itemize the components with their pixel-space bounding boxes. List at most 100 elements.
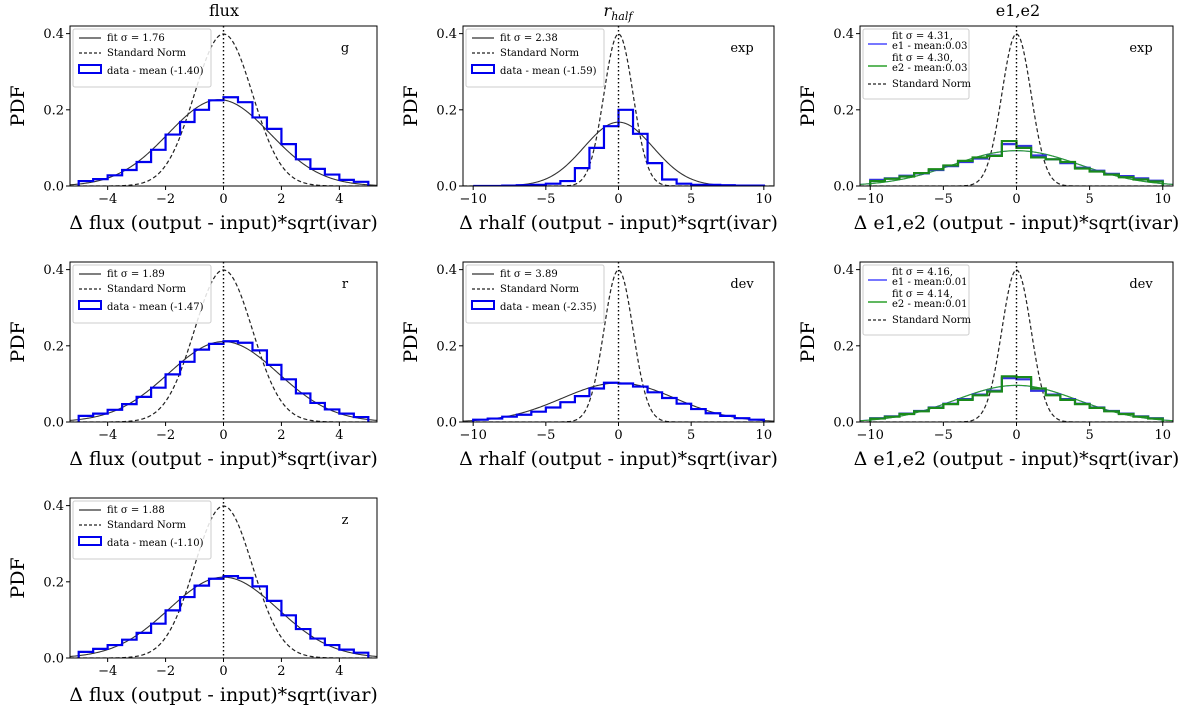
- x-tick-label: 10: [1154, 192, 1171, 207]
- y-tick-label: 0.0: [833, 416, 854, 431]
- legend-box: [862, 264, 970, 336]
- column-title-rhalf: rhalf: [604, 1, 635, 23]
- x-tick-label: 5: [687, 192, 695, 207]
- x-axis-label: Δ rhalf (output - input)*sqrt(ivar): [459, 212, 778, 234]
- x-tick-label: −10: [857, 428, 884, 443]
- x-tick-label: 5: [1085, 428, 1093, 443]
- y-axis-label: PDF: [797, 321, 819, 362]
- histogram-series-1: [869, 139, 1164, 186]
- y-tick-label: 0.2: [43, 575, 64, 590]
- y-tick-label: 0.0: [43, 180, 64, 195]
- x-tick-label: 0: [614, 192, 622, 207]
- x-tick-label: 5: [1085, 192, 1093, 207]
- y-tick-label: 0.0: [436, 180, 457, 195]
- panel-tag: exp: [1129, 41, 1152, 56]
- y-tick-label: 0.0: [833, 180, 854, 195]
- y-tick-label: 0.2: [833, 339, 854, 354]
- x-tick-label: −5: [934, 192, 953, 207]
- y-tick-label: 0.4: [43, 27, 64, 42]
- plot-area: [860, 26, 1173, 186]
- x-tick-label: −10: [459, 428, 486, 443]
- x-tick-label: 4: [335, 664, 343, 679]
- legend-entry-4: Standard Norm: [892, 79, 972, 90]
- legend-box: [862, 28, 970, 100]
- column-title-rhalf-main: r: [604, 1, 613, 20]
- x-axis-label: Δ flux (output - input)*sqrt(ivar): [69, 448, 378, 470]
- legend-data-swatch: [471, 300, 495, 310]
- panel-5: −10 −5 0 5 10 0.0 0.2 0.4 Δ e1,e2 (output - inpu…: [797, 261, 1179, 470]
- y-tick-label: 0.4: [43, 499, 64, 514]
- legend-box: [72, 28, 212, 88]
- x-tick-label: 10: [756, 428, 773, 443]
- x-tick-label: −5: [934, 428, 953, 443]
- x-tick-label: −5: [536, 428, 555, 443]
- x-tick-label: 2: [277, 428, 285, 443]
- legend-data-swatch: [78, 64, 102, 74]
- legend-entry-0: fit σ = 1.89: [107, 269, 165, 280]
- legend-entry-1: Standard Norm: [107, 284, 187, 295]
- legend-box: [465, 28, 605, 88]
- legend-box: [72, 500, 212, 560]
- legend-entry-1: Standard Norm: [107, 48, 187, 59]
- legend-data-swatch: [78, 300, 102, 310]
- legend-entry-0: fit σ = 4.16,: [892, 267, 953, 278]
- y-axis-label: PDF: [7, 85, 29, 126]
- y-axis-label: PDF: [7, 321, 29, 362]
- x-tick-label: −4: [98, 664, 117, 679]
- legend-data-swatch: [78, 536, 102, 546]
- y-tick-label: 0.0: [436, 416, 457, 431]
- plot-area: [463, 262, 774, 422]
- y-axis-label: PDF: [400, 85, 422, 126]
- legend-entry-4: Standard Norm: [892, 315, 972, 326]
- y-tick-label: 0.2: [436, 103, 457, 118]
- x-tick-label: 4: [335, 192, 343, 207]
- legend-entry-1: e1 - mean:0.03: [892, 41, 967, 52]
- legend-entry-2: data - mean (-1.59): [500, 66, 597, 77]
- x-tick-label: 10: [756, 192, 773, 207]
- legend-entry-1: Standard Norm: [107, 520, 187, 531]
- x-tick-label: −2: [156, 664, 175, 679]
- histogram-series-0: [77, 340, 370, 422]
- legend-entry-1: Standard Norm: [500, 284, 580, 295]
- y-tick-label: 0.2: [43, 339, 64, 354]
- legend-entry-0: fit σ = 2.38: [500, 33, 558, 44]
- legend: fit σ = 1.76 Standard Norm data - mean (-1…: [72, 28, 212, 88]
- legend-data-swatch: [471, 64, 495, 74]
- x-tick-label: 0: [219, 428, 227, 443]
- legend-box: [72, 264, 212, 324]
- y-tick-label: 0.4: [833, 27, 854, 42]
- plot-area: [860, 262, 1173, 422]
- legend-entry-2: data - mean (-1.47): [107, 302, 204, 313]
- legend-entry-2: fit σ = 4.14,: [892, 289, 953, 300]
- y-tick-label: 0.2: [43, 103, 64, 118]
- x-tick-label: −10: [857, 192, 884, 207]
- y-tick-label: 0.2: [833, 103, 854, 118]
- column-title-flux: flux: [209, 1, 239, 20]
- y-tick-label: 0.0: [43, 652, 64, 667]
- plot-area: [463, 26, 774, 186]
- panel-tag: r: [342, 277, 349, 292]
- legend-entry-0: fit σ = 1.76: [107, 33, 165, 44]
- x-tick-label: 0: [1012, 192, 1020, 207]
- x-tick-label: 5: [687, 428, 695, 443]
- panel-4: −10 −5 0 5 10 0.0 0.2 0.4 Δ rhalf (output - inpu…: [400, 261, 778, 470]
- x-tick-label: −2: [156, 428, 175, 443]
- y-tick-label: 0.4: [436, 27, 457, 42]
- legend: fit σ = 3.89 Standard Norm data - mean (-2…: [465, 264, 605, 324]
- y-tick-label: 0.4: [833, 263, 854, 278]
- panel-3: −4 −2 0 2 4 0.0 0.2 0.4 Δ flux (output - input)*…: [7, 261, 378, 470]
- legend-entry-0: fit σ = 3.89: [500, 269, 558, 280]
- x-axis-label: Δ rhalf (output - input)*sqrt(ivar): [459, 448, 778, 470]
- x-tick-label: 0: [1012, 428, 1020, 443]
- y-tick-label: 0.4: [43, 263, 64, 278]
- panel-1: −10 −5 0 5 10 0.0 0.2 0.4 Δ rhalf (output - inpu…: [400, 25, 778, 234]
- x-axis-label: Δ e1,e2 (output - input)*sqrt(ivar): [854, 212, 1180, 234]
- x-tick-label: −2: [156, 192, 175, 207]
- legend-entry-3: e2 - mean:0.03: [892, 63, 967, 74]
- x-tick-label: −10: [459, 192, 486, 207]
- panel-tag: z: [342, 513, 349, 528]
- legend-entry-2: data - mean (-1.10): [107, 538, 204, 549]
- x-tick-label: 10: [1154, 428, 1171, 443]
- x-tick-label: −4: [98, 428, 117, 443]
